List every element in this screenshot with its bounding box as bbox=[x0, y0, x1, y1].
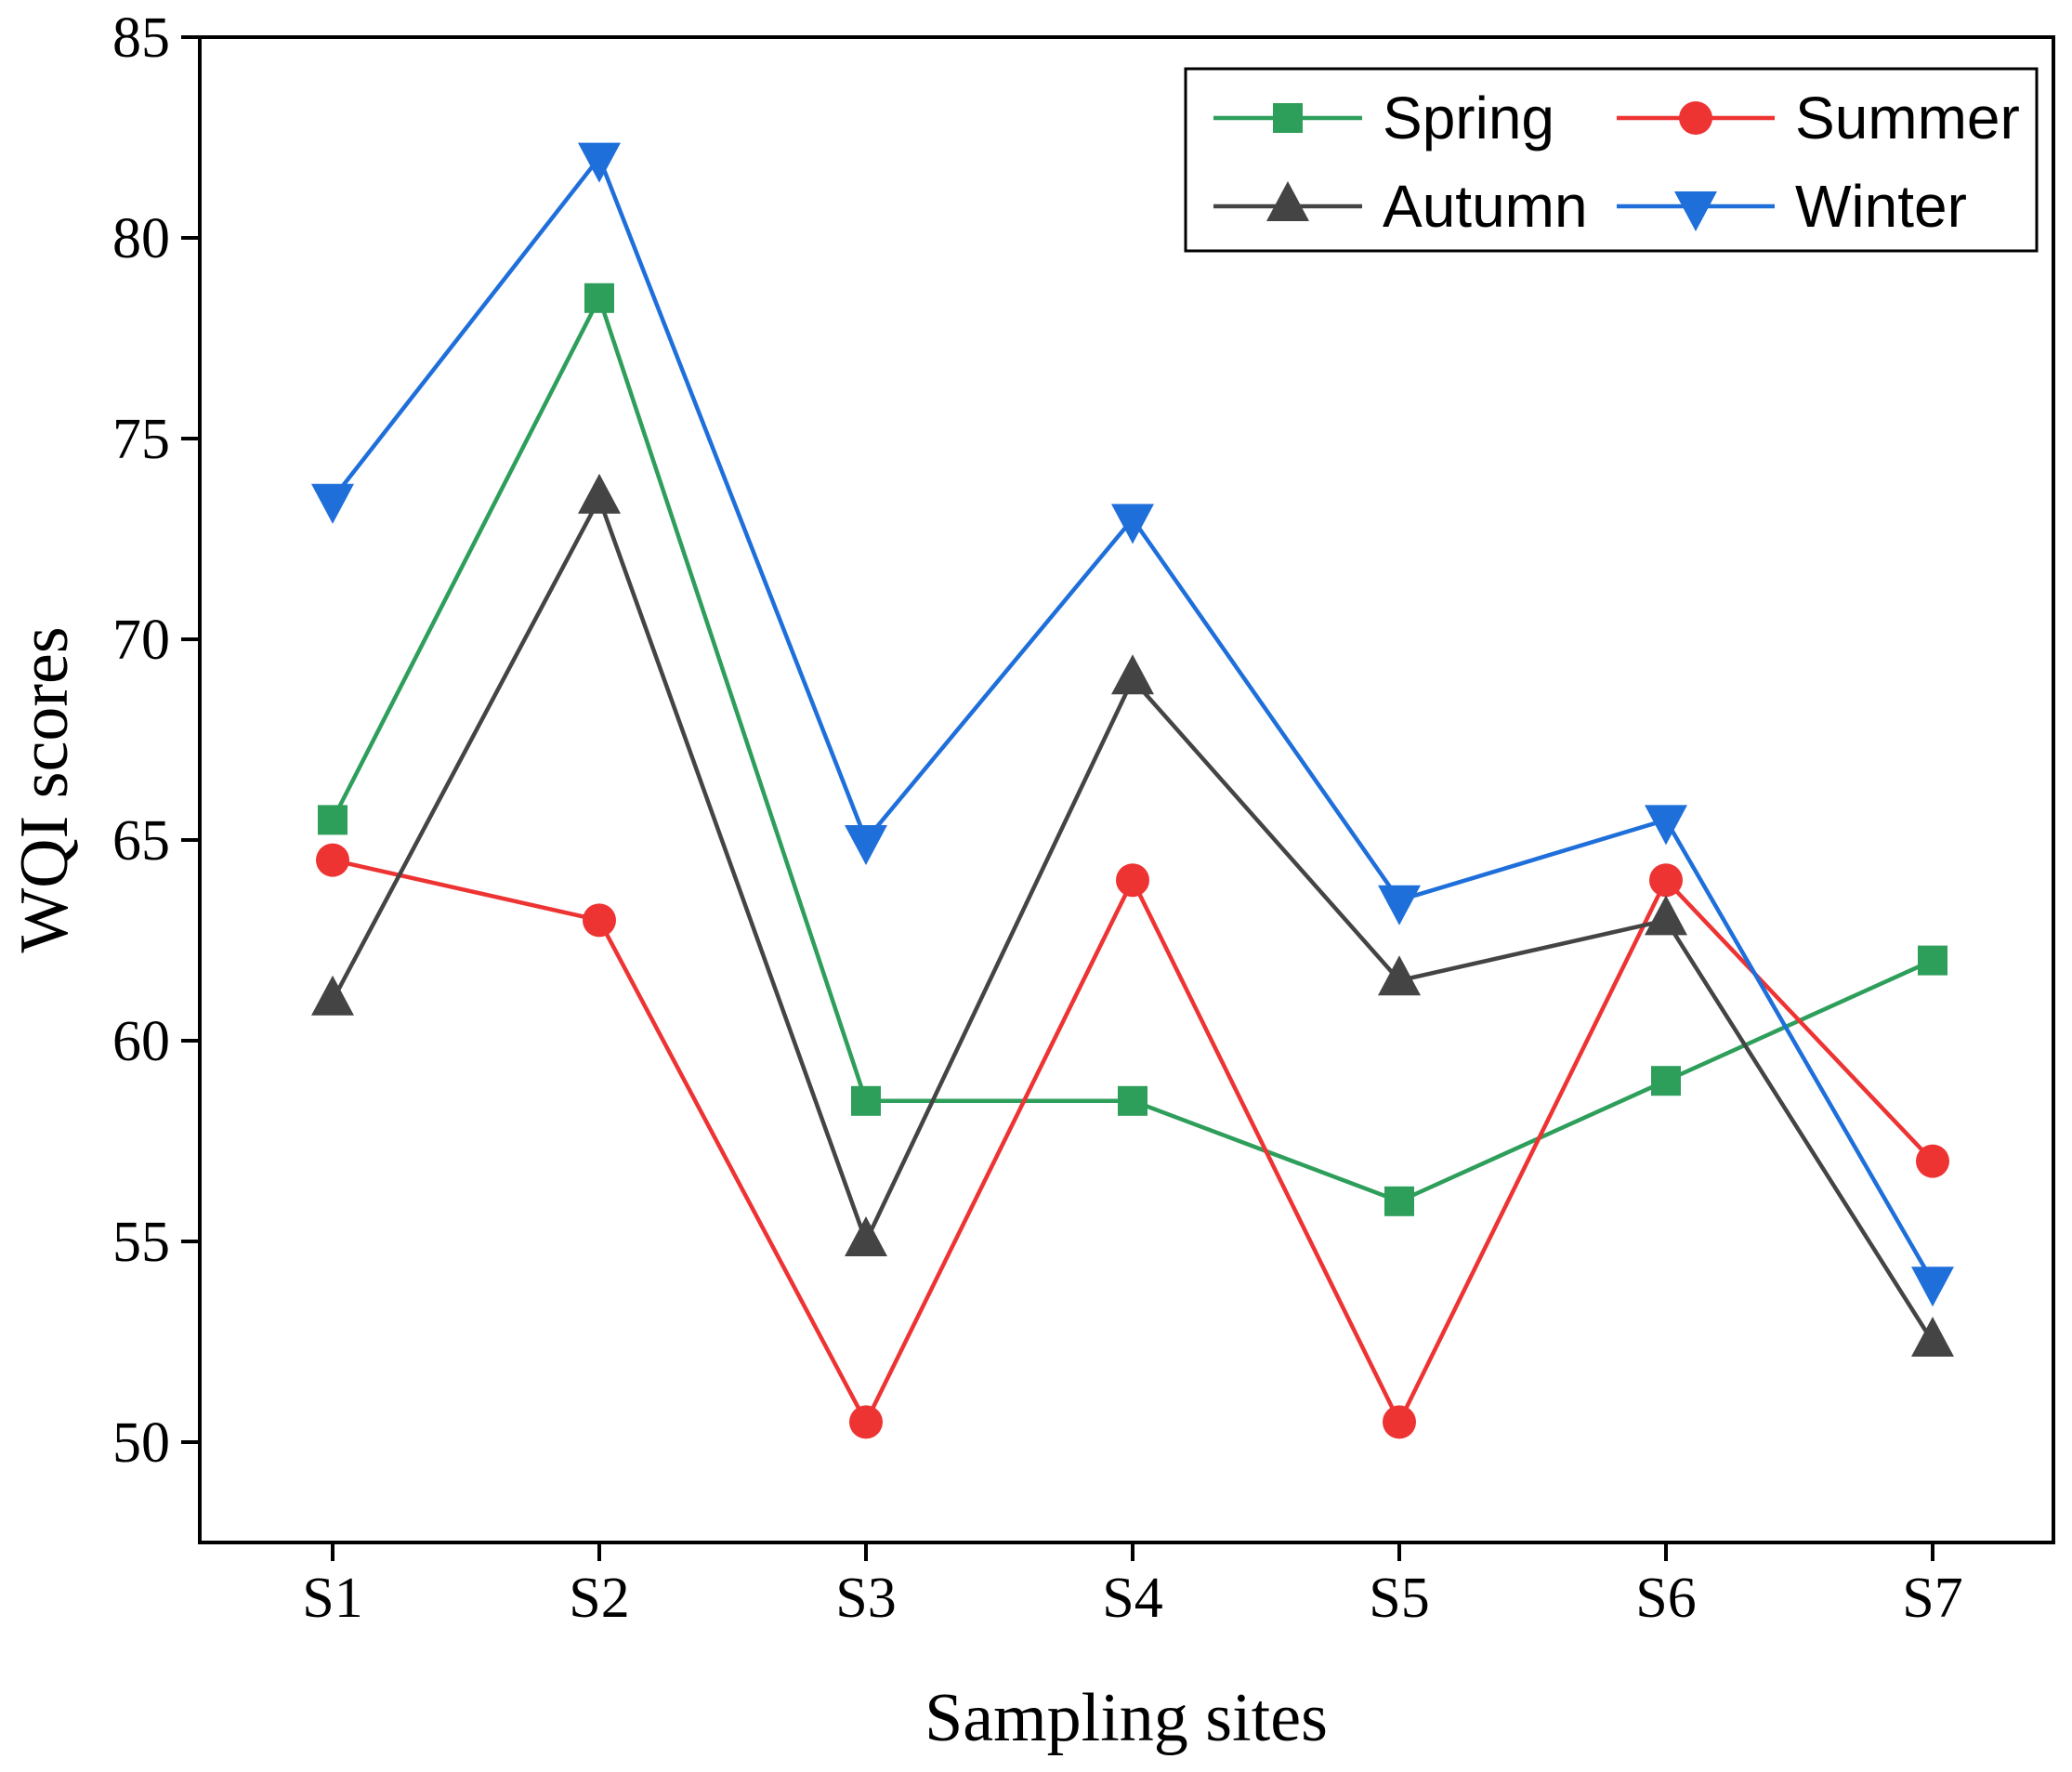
series-line-summer bbox=[332, 858, 1934, 1427]
x-tick-label: S1 bbox=[302, 1567, 362, 1630]
legend: Spring Summer Autumn Winter bbox=[1184, 67, 2039, 253]
data-point-spring bbox=[318, 805, 348, 835]
data-point-winter bbox=[1911, 1267, 1954, 1307]
y-axis: 50 55 60 65 70 75 80 85 bbox=[112, 7, 200, 1475]
data-point-autumn bbox=[1378, 955, 1421, 996]
data-point-summer bbox=[583, 903, 616, 938]
y-tick-label: 85 bbox=[112, 7, 170, 70]
y-tick-label: 65 bbox=[112, 809, 170, 873]
series-line-autumn bbox=[331, 493, 1934, 1344]
legend-box bbox=[1184, 67, 2039, 253]
data-point-spring bbox=[851, 1085, 881, 1116]
series-lines bbox=[330, 153, 1934, 1427]
data-point-winter bbox=[1645, 805, 1687, 846]
data-point-spring bbox=[584, 282, 614, 313]
data-point-autumn bbox=[845, 1216, 887, 1256]
y-tick-label: 50 bbox=[112, 1411, 170, 1475]
data-point-autumn bbox=[311, 975, 354, 1016]
data-point-winter bbox=[578, 142, 621, 183]
x-axis-title: Sampling sites bbox=[925, 1680, 1328, 1756]
data-point-winter bbox=[1111, 504, 1154, 545]
y-tick-label: 80 bbox=[112, 207, 170, 270]
data-point-summer bbox=[1649, 863, 1683, 898]
legend-label-autumn: Autumn bbox=[1383, 173, 1588, 240]
y-tick-label: 55 bbox=[112, 1211, 170, 1274]
x-tick-label: S6 bbox=[1635, 1567, 1696, 1630]
legend-label-summer: Summer bbox=[1795, 85, 2020, 151]
data-point-spring bbox=[1384, 1186, 1414, 1216]
data-point-autumn bbox=[1111, 654, 1154, 695]
data-point-summer bbox=[316, 843, 349, 877]
data-point-autumn bbox=[1911, 1317, 1954, 1357]
data-point-summer bbox=[1383, 1405, 1416, 1439]
data-point-winter bbox=[845, 825, 887, 865]
y-axis-title: WQI scores bbox=[7, 626, 83, 952]
x-tick-label: S5 bbox=[1369, 1567, 1429, 1630]
data-point-winter bbox=[1378, 885, 1421, 925]
legend-marker-summer bbox=[1679, 101, 1712, 135]
data-point-spring bbox=[1918, 945, 1947, 976]
data-point-spring bbox=[1651, 1066, 1681, 1096]
legend-label-spring: Spring bbox=[1383, 85, 1554, 151]
x-tick-label: S4 bbox=[1102, 1567, 1162, 1630]
x-tick-label: S7 bbox=[1902, 1567, 1962, 1630]
y-tick-label: 75 bbox=[112, 408, 170, 471]
data-point-spring bbox=[1118, 1085, 1147, 1116]
x-tick-label: S2 bbox=[569, 1567, 629, 1630]
legend-marker-winter bbox=[1674, 191, 1717, 231]
data-point-winter bbox=[311, 483, 354, 524]
x-tick-label: S3 bbox=[835, 1567, 896, 1630]
legend-marker-spring bbox=[1273, 103, 1303, 133]
y-tick-label: 70 bbox=[112, 609, 170, 672]
x-axis: S1 S2 S3 S4 S5 S6 S7 bbox=[302, 1542, 1963, 1630]
data-point-autumn bbox=[578, 473, 621, 514]
series-markers bbox=[311, 142, 1954, 1439]
plot-frame bbox=[198, 35, 2055, 1544]
legend-label-winter: Winter bbox=[1795, 173, 1967, 240]
y-tick-label: 60 bbox=[112, 1010, 170, 1073]
series-line-spring bbox=[330, 292, 1934, 1204]
data-point-summer bbox=[849, 1405, 883, 1439]
data-point-summer bbox=[1116, 863, 1149, 898]
legend-marker-autumn bbox=[1266, 181, 1309, 221]
data-point-autumn bbox=[1645, 895, 1687, 936]
data-point-summer bbox=[1916, 1144, 1949, 1178]
